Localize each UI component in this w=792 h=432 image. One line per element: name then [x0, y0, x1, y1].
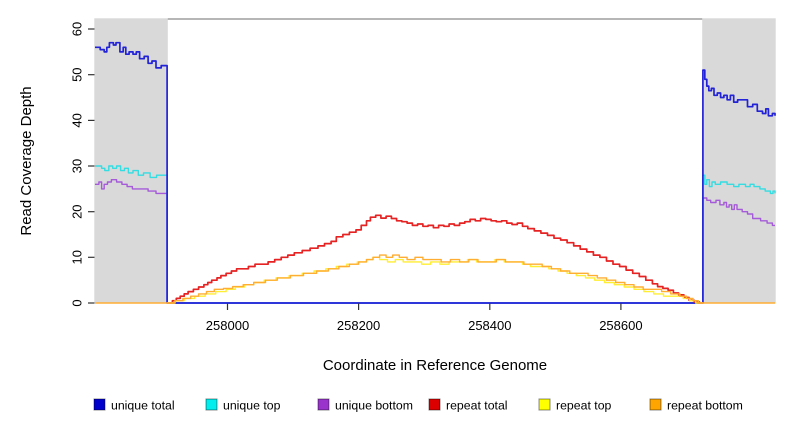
masked-region — [702, 18, 776, 304]
y-tick-label: 10 — [70, 250, 85, 264]
y-tick-label: 40 — [70, 113, 85, 127]
y-tick-label: 30 — [70, 159, 85, 173]
legend-item: repeat bottom — [649, 398, 743, 413]
legend-label: repeat total — [446, 399, 508, 413]
legend-item: unique bottom — [317, 398, 413, 413]
series-line-unique-bottom — [95, 179, 775, 304]
series-layer — [95, 41, 776, 304]
legend: unique total unique top unique bottom repea… — [93, 398, 743, 413]
x-axis-label: Coordinate in Reference Genome — [323, 357, 547, 374]
series-line-unique-total — [95, 41, 776, 304]
legend-swatch-icon — [205, 398, 218, 411]
legend-item: unique top — [205, 398, 281, 413]
legend-label: unique total — [111, 399, 175, 413]
legend-label: repeat bottom — [667, 399, 743, 413]
y-axis-ticks: 0 10 20 30 40 50 60 — [70, 22, 95, 307]
x-axis-ticks: 258000 258200 258400 258600 — [206, 303, 643, 333]
legend-label: repeat top — [556, 399, 612, 413]
legend-label: unique top — [223, 399, 281, 413]
x-tick-label: 258600 — [599, 318, 642, 333]
y-axis-label: Read Coverage Depth — [18, 86, 35, 235]
x-tick-label: 258400 — [468, 318, 511, 333]
x-tick-label: 258000 — [206, 318, 249, 333]
legend-label: unique bottom — [335, 399, 413, 413]
legend-swatch-icon — [93, 398, 106, 411]
legend-swatch-icon — [649, 398, 662, 411]
y-tick-label: 20 — [70, 204, 85, 218]
y-tick-label: 60 — [70, 22, 85, 36]
series-line-repeat-bottom — [95, 254, 775, 304]
legend-swatch-icon — [428, 398, 441, 411]
legend-swatch-icon — [317, 398, 330, 411]
y-tick-label: 50 — [70, 67, 85, 81]
plot-area — [94, 18, 776, 304]
legend-item: repeat top — [538, 398, 612, 413]
legend-swatch-icon — [538, 398, 551, 411]
x-tick-label: 258200 — [337, 318, 380, 333]
series-line-repeat-total — [167, 214, 703, 304]
series-line-unique-top — [95, 165, 776, 304]
legend-item: unique total — [93, 398, 175, 413]
legend-item: repeat total — [428, 398, 508, 413]
y-tick-label: 0 — [70, 299, 85, 306]
